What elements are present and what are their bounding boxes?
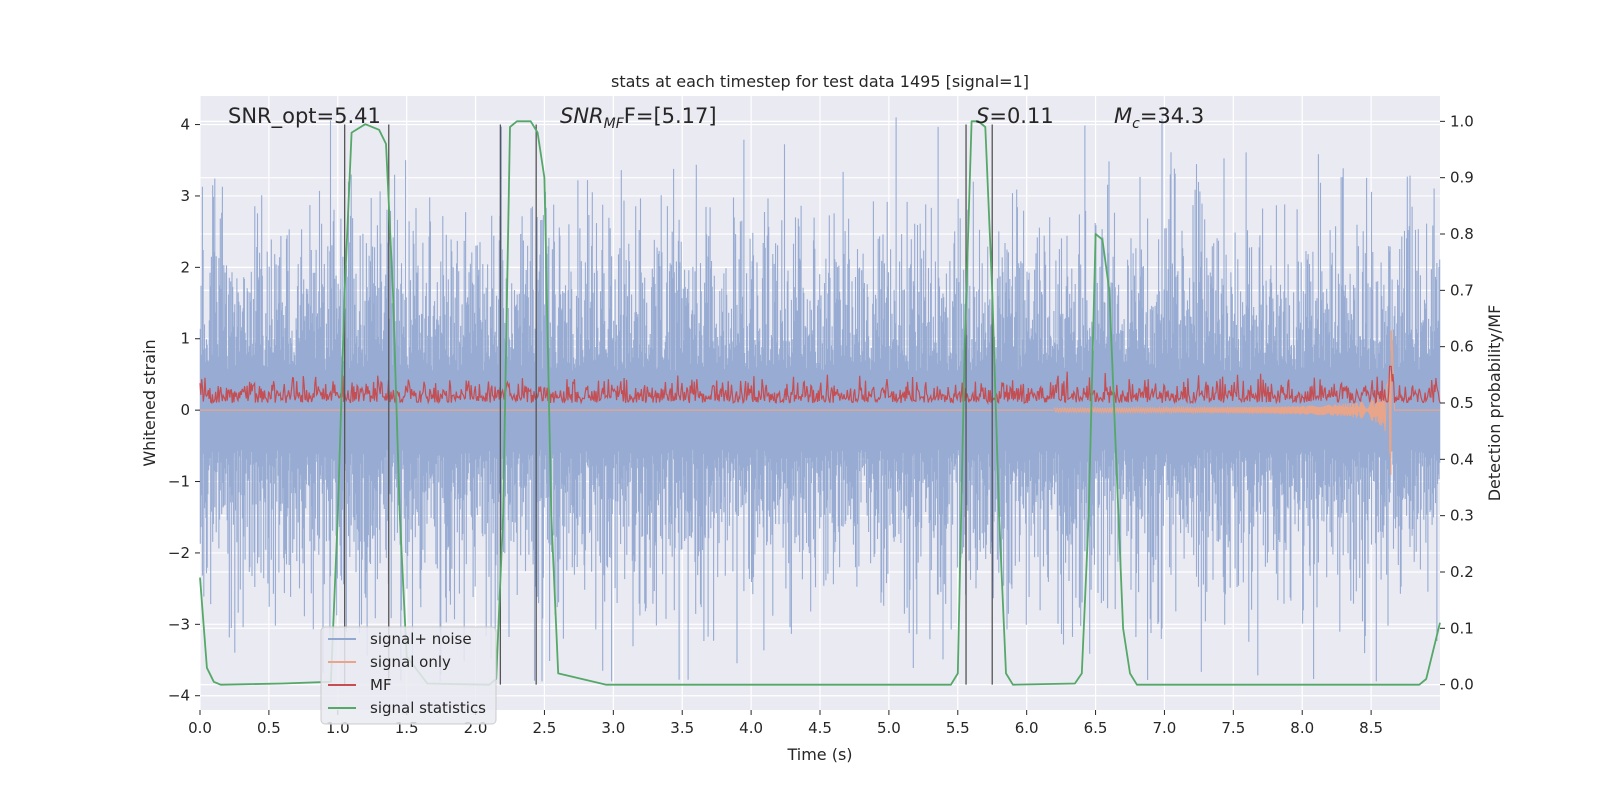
x-tick-label: 8.5 (1359, 719, 1383, 737)
x-axis-label: Time (s) (786, 745, 852, 764)
signal-noise-line (199, 117, 1441, 682)
signal-only-series (200, 330, 1440, 475)
x-tick-label: 2.5 (533, 719, 557, 737)
y-tick-label-right: 0.5 (1450, 394, 1474, 412)
y-tick-label-left: −1 (168, 473, 190, 491)
y-tick-label-right: 0.1 (1450, 619, 1474, 637)
x-tick-label: 3.5 (670, 719, 694, 737)
legend-label-mf: MF (370, 676, 392, 694)
annotation-mc-sub: c (1132, 116, 1140, 132)
annotation-snr-mf-sub: MF (604, 116, 625, 132)
x-tick-label: 4.5 (808, 719, 832, 737)
vertical-markers (344, 124, 993, 685)
y-tick-label-left: 4 (180, 116, 190, 134)
y-tick-label-right: 0.0 (1450, 676, 1474, 694)
y-tick-label-left: −2 (168, 544, 190, 562)
y-tick-label-right: 0.9 (1450, 169, 1474, 187)
legend-label-signal-statistics: signal statistics (370, 699, 486, 717)
x-tick-label: 3.0 (601, 719, 625, 737)
annotation-s: S=0.11 (976, 104, 1054, 128)
y-tick-label-right: 0.6 (1450, 338, 1474, 356)
mf-line (199, 365, 1441, 405)
y-tick-label-right: 0.3 (1450, 507, 1474, 525)
y-tick-label-right: 1.0 (1450, 112, 1474, 130)
y-tick-label-left: 2 (180, 258, 190, 276)
x-tick-label: 5.5 (946, 719, 970, 737)
y-tick-label-right: 0.7 (1450, 281, 1474, 299)
y-tick-label-right: 0.4 (1450, 450, 1474, 468)
y-axis-label-left: Whitened strain (140, 339, 159, 466)
x-tick-label: 0.5 (257, 719, 281, 737)
legend-label-signal-only: signal only (370, 653, 451, 671)
y-tick-label-left: 1 (180, 330, 190, 348)
x-tick-label: 4.0 (739, 719, 763, 737)
annotation-snr-mf: SNRMFF=[5.17] (560, 104, 717, 132)
annotation-mc-tail: =34.3 (1140, 104, 1204, 128)
annotation-snr-mf-tail: F=[5.17] (624, 104, 717, 128)
x-tick-label: 8.0 (1290, 719, 1314, 737)
legend-label-signal-noise: signal+ noise (370, 630, 472, 648)
annotation-mc-main: M (1114, 104, 1132, 128)
signal-only-line (1053, 330, 1440, 475)
legend: signal+ noise signal only MF signal stat… (320, 626, 497, 725)
x-tick-label: 7.5 (1221, 719, 1245, 737)
y-tick-label-left: 3 (180, 187, 190, 205)
annotation-snr-mf-main: SNR (560, 104, 604, 128)
x-tick-label: 6.5 (1084, 719, 1108, 737)
mf-series (199, 365, 1441, 405)
y-tick-label-left: 0 (180, 401, 190, 419)
annotation-s-main: S (976, 104, 989, 128)
x-tick-label: 0.0 (188, 719, 212, 737)
signal-statistics-series (199, 120, 1441, 686)
y-tick-label-left: −3 (168, 615, 190, 633)
y-tick-label-left: −4 (168, 687, 190, 705)
legend-box (320, 626, 497, 725)
signal-noise-series (199, 117, 1441, 682)
chart-title: stats at each timestep for test data 149… (611, 72, 1029, 91)
x-tick-label: 7.0 (1153, 719, 1177, 737)
y-tick-label-right: 0.2 (1450, 563, 1474, 581)
annotation-snr-opt: SNR_opt=5.41 (228, 104, 381, 129)
annotation-mc: Mc=34.3 (1114, 104, 1204, 132)
y-axis-label-right: Detection probability/MF (1485, 305, 1504, 502)
x-tick-label: 5.0 (877, 719, 901, 737)
annotation-s-tail: =0.11 (989, 104, 1053, 128)
signal-statistics-line (199, 120, 1441, 686)
axis-ticks: 0.0 0.5 1.0 1.5 2.0 2.5 3.0 3.5 4.0 4.5 5.0 5.5 6.0 6… (168, 112, 1474, 737)
x-tick-label: 6.0 (1015, 719, 1039, 737)
y-tick-label-right: 0.8 (1450, 225, 1474, 243)
